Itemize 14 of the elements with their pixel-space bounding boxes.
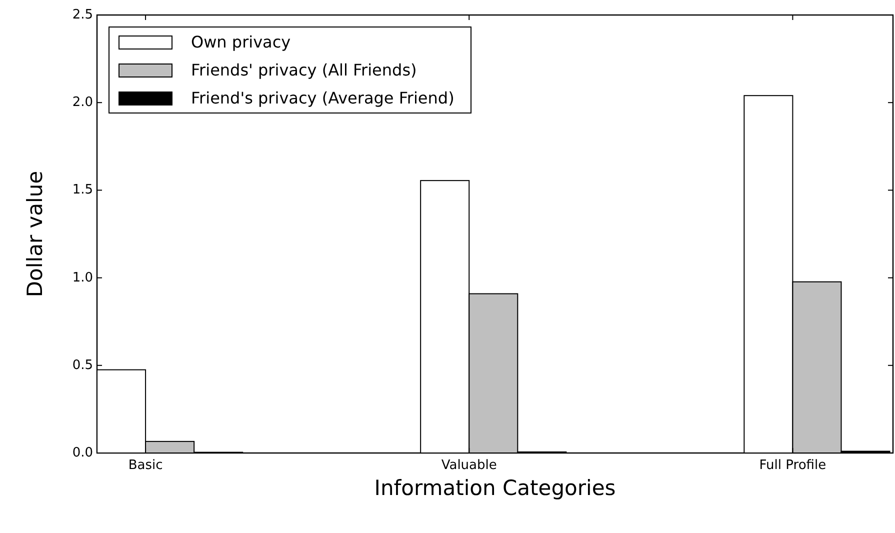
x-tick-label: Full Profile — [759, 458, 826, 473]
legend-label: Friends' privacy (All Friends) — [191, 60, 417, 80]
y-tick-label: 0.5 — [72, 358, 93, 373]
y-tick-label: 1.0 — [72, 270, 93, 286]
x-axis-title: Information Categories — [374, 476, 616, 500]
x-tick-label: Valuable — [441, 458, 497, 473]
x-tick-label: Basic — [128, 458, 163, 473]
y-tick-label: 0.0 — [72, 446, 93, 461]
y-tick-label: 2.0 — [72, 95, 93, 110]
y-tick-label: 2.5 — [72, 8, 93, 23]
legend-label: Friend's privacy (Average Friend) — [191, 88, 454, 108]
legend-label: Own privacy — [191, 32, 291, 52]
y-tick-label: 1.5 — [72, 182, 93, 198]
y-axis-title: Dollar value — [23, 170, 47, 298]
